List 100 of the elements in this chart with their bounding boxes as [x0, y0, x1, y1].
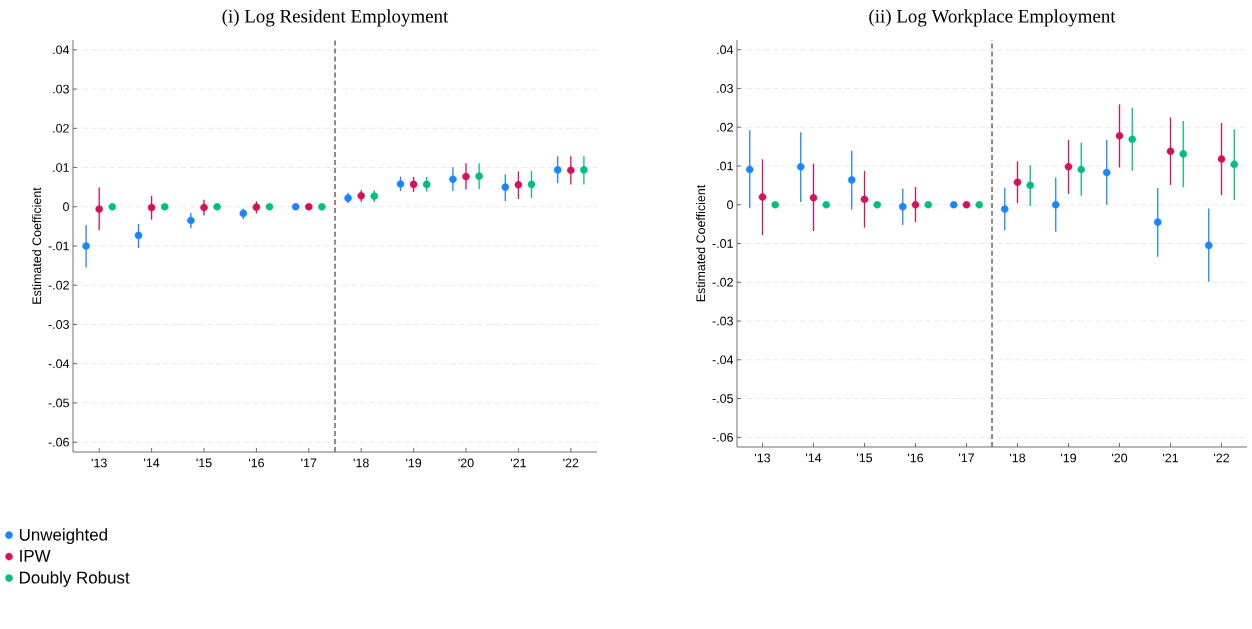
point — [252, 203, 261, 211]
point — [1115, 131, 1124, 140]
y-tick-label: 0 — [727, 200, 733, 210]
point — [1013, 178, 1022, 187]
y-tick-label: -.04 — [712, 355, 734, 365]
point — [527, 180, 536, 189]
point — [160, 202, 169, 211]
point — [873, 200, 882, 209]
y-tick-label: .02 — [53, 123, 69, 133]
legend-label: IPW — [20, 550, 51, 562]
point — [396, 180, 405, 188]
point — [745, 165, 754, 174]
point — [911, 200, 920, 209]
x-tick-label: '13 — [755, 453, 771, 463]
y-tick-label: .03 — [717, 84, 733, 93]
point — [1153, 218, 1162, 226]
y-tick-label: .04 — [717, 45, 734, 55]
point — [580, 166, 588, 174]
y-tick-label: -.05 — [712, 394, 733, 403]
x-tick-label: '17 — [959, 453, 974, 463]
chart-title: (ii) Log Workplace Employment — [869, 9, 1116, 27]
point — [501, 183, 510, 191]
y-tick-label: -.02 — [712, 277, 733, 287]
legend-label: Doubly Robust — [20, 571, 130, 587]
y-tick-label: -.04 — [48, 359, 70, 369]
point — [1064, 162, 1073, 171]
x-tick-label: '21 — [1163, 453, 1179, 463]
x-tick-label: '14 — [144, 458, 160, 468]
x-tick-label: '22 — [563, 458, 579, 468]
y-tick-label: .02 — [717, 122, 733, 132]
point — [239, 209, 248, 218]
point — [147, 203, 156, 212]
y-tick-label: -.03 — [712, 316, 733, 326]
point — [318, 202, 326, 211]
point — [462, 172, 470, 181]
point — [1102, 168, 1111, 177]
y-tick-label: -.01 — [48, 241, 69, 251]
y-tick-label: .01 — [717, 161, 733, 171]
point — [108, 202, 117, 211]
x-tick-label: '18 — [1010, 453, 1026, 463]
x-tick-label: '16 — [248, 458, 264, 468]
x-tick-label: '21 — [510, 458, 526, 468]
y-axis-title: Estimated Coefficient — [32, 187, 42, 304]
x-tick-label: '14 — [806, 453, 822, 463]
y-tick-label: -.05 — [48, 398, 69, 408]
x-tick-label: '22 — [1214, 453, 1229, 463]
point — [1230, 160, 1239, 169]
point — [1179, 150, 1188, 158]
y-tick-label: 0 — [63, 202, 69, 212]
y-tick-label: -.02 — [48, 280, 69, 290]
point — [924, 200, 933, 209]
point — [898, 202, 907, 211]
point — [134, 231, 143, 240]
point — [1026, 181, 1035, 190]
point — [475, 172, 483, 180]
point — [949, 200, 958, 209]
point — [305, 202, 313, 211]
point — [187, 216, 195, 225]
y-tick-label: .03 — [53, 84, 69, 94]
point — [847, 176, 856, 184]
point — [1217, 155, 1226, 163]
x-tick-label: '20 — [458, 458, 474, 468]
y-tick-label: -.01 — [712, 239, 733, 248]
x-tick-label: '18 — [353, 458, 369, 468]
point — [1204, 241, 1213, 250]
x-tick-label: '15 — [196, 458, 212, 468]
x-tick-label: '15 — [857, 453, 873, 463]
point — [213, 202, 221, 211]
point — [567, 166, 575, 175]
point — [265, 202, 274, 211]
point — [449, 175, 457, 184]
point — [1000, 205, 1009, 213]
chart-title: (i) Log Resident Employment — [222, 9, 449, 27]
point — [809, 193, 818, 202]
legend-label: Unweighted — [19, 528, 107, 545]
point — [422, 180, 431, 189]
y-tick-label: -.06 — [48, 437, 69, 447]
x-tick-label: '19 — [406, 458, 422, 468]
x-tick-label: '17 — [301, 458, 317, 468]
point — [771, 200, 780, 209]
point — [822, 200, 831, 209]
point — [1077, 165, 1086, 174]
point — [553, 166, 562, 174]
point — [82, 242, 90, 250]
y-tick-label: .01 — [53, 163, 69, 172]
y-tick-label: -.03 — [48, 320, 69, 329]
y-tick-label: -.06 — [712, 432, 733, 442]
point — [758, 193, 767, 201]
point — [1051, 200, 1060, 209]
point — [95, 205, 103, 213]
point — [796, 162, 805, 171]
point — [860, 195, 869, 204]
x-tick-label: '19 — [1061, 453, 1077, 463]
point — [962, 200, 971, 209]
point — [1166, 147, 1175, 156]
point — [409, 180, 418, 189]
x-tick-label: '16 — [908, 453, 924, 463]
point — [975, 200, 984, 209]
y-tick-label: .04 — [53, 45, 70, 55]
x-tick-label: '20 — [1112, 453, 1128, 463]
